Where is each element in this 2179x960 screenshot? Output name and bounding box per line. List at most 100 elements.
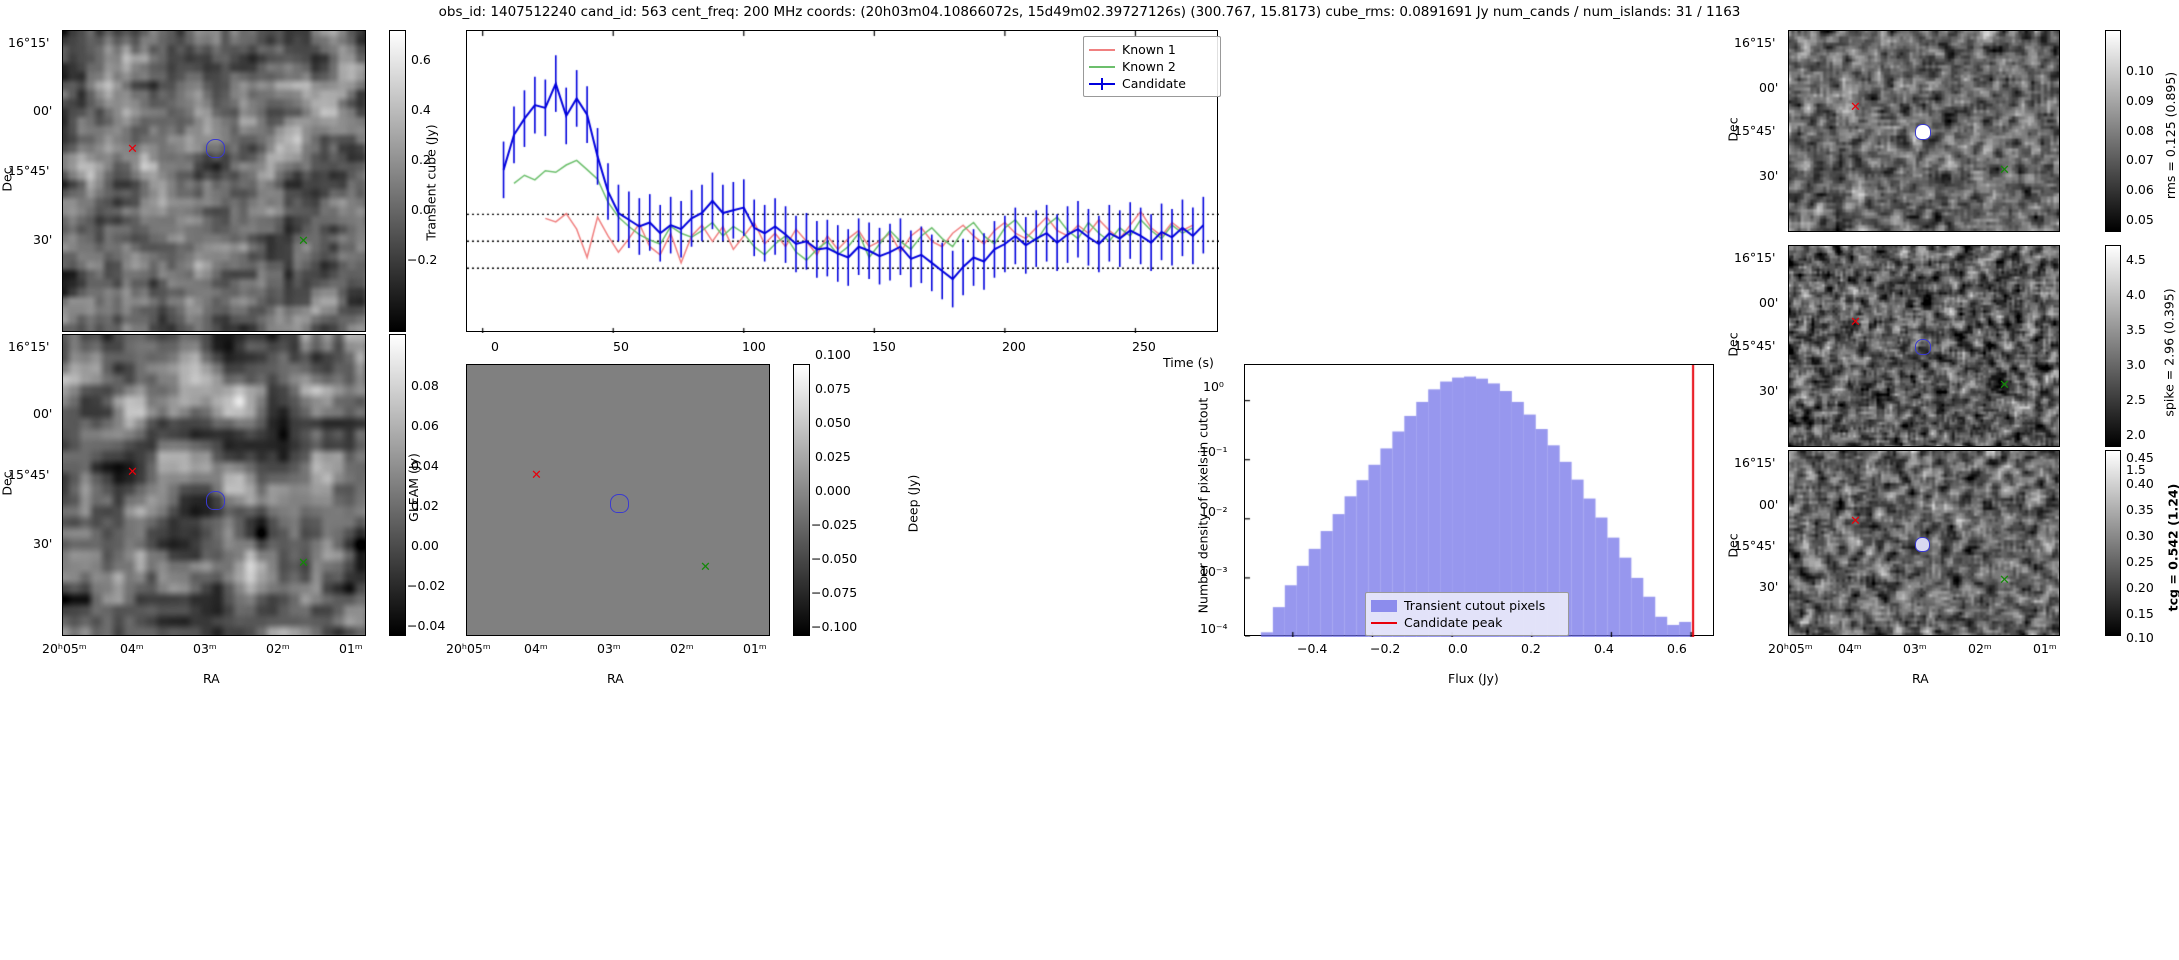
spike-map-cbar-tick-1: 4.0	[2126, 287, 2146, 302]
deep-cbar-tick-7: −0.075	[811, 585, 858, 600]
transient-cube-cbar-tick-1: 0.4	[411, 102, 431, 117]
hist-xtick-4: 0.4	[1594, 641, 1614, 656]
gleam-xtick-3: 02ᵐ	[266, 641, 290, 656]
tcg-map-xtick-4: 01ᵐ	[2033, 641, 2057, 656]
rms-map-ylabel: Dec	[1725, 117, 1741, 142]
tcg-map-ytick-3: 30'	[1759, 579, 1779, 594]
deep-xlabel: RA	[607, 671, 624, 686]
tcg-map-cbar-tick-7: 0.10	[2126, 630, 2154, 645]
gleam-xtick-2: 03ᵐ	[193, 641, 217, 656]
tcg-map-ylabel: Dec	[1725, 533, 1741, 558]
transient-cube-image[interactable]: ✕ ✕	[62, 30, 366, 332]
hist-ytick-4: 10⁻⁴	[1200, 621, 1228, 636]
tcg-map-xtick-3: 02ᵐ	[1968, 641, 1992, 656]
tcg-map-cbar-tick-5: 0.20	[2126, 580, 2154, 595]
tcg-map-image[interactable]: ✕ ✕	[1788, 450, 2060, 636]
lightcurve-xtick-4: 200	[1002, 339, 1026, 354]
legend-item-cutout-pixels[interactable]: Transient cutout pixels	[1371, 597, 1561, 614]
lightcurve-xtick-5: 250	[1132, 339, 1156, 354]
deep-cbar-tick-1: 0.075	[815, 381, 851, 396]
candidate-island-outline	[206, 139, 225, 158]
histogram-legend[interactable]: Transient cutout pixels Candidate peak	[1365, 592, 1569, 636]
rms-map-ytick-0: 16°15'	[1734, 35, 1776, 50]
hist-ytick-3: 10⁻³	[1200, 564, 1228, 579]
gleam-ytick-3: 30'	[33, 536, 53, 551]
figure-title: obs_id: 1407512240 cand_id: 563 cent_fre…	[438, 4, 1741, 20]
lightcurve-xtick-3: 150	[872, 339, 896, 354]
rms-map-cbar-tick-1: 0.09	[2126, 93, 2154, 108]
hist-ytick-1: 10⁻¹	[1200, 444, 1228, 459]
legend-item-known1[interactable]: Known 1	[1089, 41, 1213, 58]
deep-xtick-2: 03ᵐ	[597, 641, 621, 656]
lightcurve-legend[interactable]: Known 1 Known 2 Candidate	[1083, 36, 1221, 97]
known2-marker: ✕	[1999, 163, 2010, 178]
legend-item-candidate[interactable]: Candidate	[1089, 75, 1213, 92]
legend-label: Candidate	[1122, 76, 1186, 91]
tcg-map-colorbar[interactable]	[2105, 450, 2121, 636]
rms-map-ytick-3: 30'	[1759, 168, 1779, 183]
histogram-ylabel: Number density of pixels in cutout	[1195, 397, 1211, 614]
legend-item-known2[interactable]: Known 2	[1089, 58, 1213, 75]
transient-cube-cbar-tick-4: −0.2	[407, 252, 438, 267]
gleam-cbar-tick-4: 0.00	[411, 538, 439, 553]
known1-line-swatch	[1089, 48, 1115, 51]
known1-marker: ✕	[1850, 514, 1861, 529]
sky-noise-raster	[63, 335, 365, 635]
gleam-image[interactable]: ✕ ✕	[62, 334, 366, 636]
hist-ytick-2: 10⁻²	[1200, 504, 1228, 519]
rms-map-cbar-tick-5: 0.05	[2126, 212, 2154, 227]
gleam-ytick-1: 00'	[33, 406, 53, 421]
deep-colorbar[interactable]	[793, 364, 810, 636]
rms-map-ytick-2: 15°45'	[1734, 123, 1776, 138]
gleam-xlabel: RA	[203, 671, 220, 686]
gleam-ylabel: Dec	[0, 471, 15, 496]
rms-map-cbar-tick-4: 0.06	[2126, 182, 2154, 197]
gleam-cbar-tick-3: 0.02	[411, 498, 439, 513]
transient-cube-cbar-tick-3: 0.0	[411, 202, 431, 217]
spike-map-ytick-0: 16°15'	[1734, 250, 1776, 265]
transient-cube-cbar-tick-0: 0.6	[411, 52, 431, 67]
transient-cube-ytick-1: 00'	[33, 103, 53, 118]
tcg-map-ytick-2: 15°45'	[1734, 538, 1776, 553]
spike-map-ytick-1: 00'	[1759, 295, 1779, 310]
pixel-histogram-plot[interactable]	[1244, 364, 1715, 637]
tcg-map-cbar-tick-0: 0.45	[2126, 450, 2154, 465]
spike-map-colorbar[interactable]	[2105, 245, 2121, 447]
gleam-cbar-tick-6: −0.04	[407, 618, 446, 633]
known2-marker: ✕	[1999, 573, 2010, 588]
lightcurve-xtick-1: 50	[613, 339, 629, 354]
legend-label: Candidate peak	[1404, 615, 1503, 630]
deep-xtick-4: 01ᵐ	[743, 641, 767, 656]
deep-xtick-3: 02ᵐ	[670, 641, 694, 656]
known1-marker: ✕	[127, 142, 138, 157]
gleam-ytick-2: 15°45'	[8, 467, 50, 482]
tcg-map-cbar-tick-1: 0.40	[2126, 476, 2154, 491]
tcg-map-cbar-tick-4: 0.25	[2126, 554, 2154, 569]
gleam-cbar-tick-5: −0.02	[407, 578, 446, 593]
deep-cbar-tick-5: −0.025	[811, 517, 858, 532]
transient-cube-colorbar[interactable]	[389, 30, 406, 332]
spike-map-image[interactable]: ✕ ✕	[1788, 245, 2060, 447]
known1-marker: ✕	[127, 465, 138, 480]
deep-image[interactable]: ✕ ✕	[466, 364, 770, 636]
known1-marker: ✕	[1850, 100, 1861, 115]
spike-map-ylabel: Dec	[1725, 332, 1741, 357]
tcg-map-colorbar-label: tcg = 0.542 (1.24)	[2165, 483, 2179, 612]
rms-map-colorbar[interactable]	[2105, 30, 2121, 232]
legend-item-candidate-peak[interactable]: Candidate peak	[1371, 614, 1561, 631]
rms-map-image[interactable]: ✕ ✕	[1788, 30, 2060, 232]
tcg-map-xtick-1: 04ᵐ	[1838, 641, 1862, 656]
gleam-xtick-0: 20ʰ05ᵐ	[42, 641, 87, 656]
spike-map-cbar-tick-4: 2.5	[2126, 392, 2146, 407]
candidate-island-outline	[206, 491, 225, 510]
candidate-island-outline	[1915, 537, 1930, 552]
known2-marker: ✕	[700, 560, 711, 575]
hist-xtick-1: −0.2	[1370, 641, 1401, 656]
known2-marker: ✕	[1999, 378, 2010, 393]
lightcurve-xtick-0: 0	[491, 339, 499, 354]
tcg-map-xlabel: RA	[1912, 671, 1929, 686]
gleam-colorbar[interactable]	[389, 334, 406, 636]
tcg-map-cbar-tick-6: 0.15	[2126, 606, 2154, 621]
deep-xtick-0: 20ʰ05ᵐ	[446, 641, 491, 656]
lightcurve-xtick-2: 100	[742, 339, 766, 354]
